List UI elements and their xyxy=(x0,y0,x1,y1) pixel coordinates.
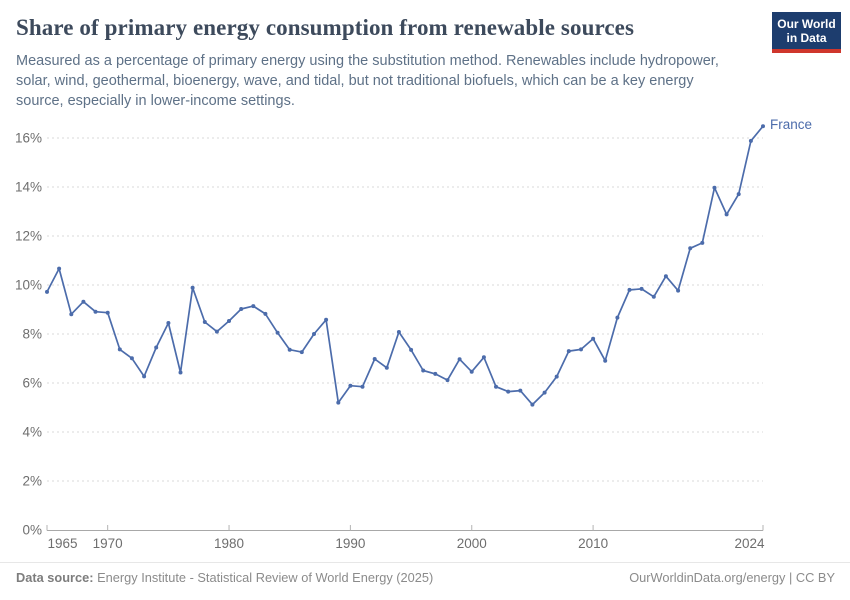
data-point[interactable] xyxy=(227,319,231,323)
data-point[interactable] xyxy=(481,355,486,360)
data-point[interactable] xyxy=(554,374,559,379)
data-point[interactable] xyxy=(761,124,765,129)
series-line[interactable] xyxy=(46,125,764,406)
data-point[interactable] xyxy=(736,192,741,197)
subtitle-line: source, especially in lower-income setti… xyxy=(16,93,295,109)
x-tick-label: 1990 xyxy=(335,536,365,551)
data-point[interactable] xyxy=(105,310,110,315)
y-tick-label: 8% xyxy=(22,327,42,342)
x-tick-label: 1965 xyxy=(48,536,78,551)
data-point[interactable] xyxy=(384,365,389,370)
data-point[interactable] xyxy=(154,345,159,350)
data-point[interactable] xyxy=(748,138,753,143)
series-end-label: France xyxy=(770,117,813,133)
data-point[interactable] xyxy=(518,388,523,393)
data-source: Data source: Energy Institute - Statisti… xyxy=(16,570,433,585)
data-point[interactable] xyxy=(117,347,122,352)
data-point[interactable] xyxy=(542,390,547,395)
data-point[interactable] xyxy=(202,320,207,324)
data-point[interactable] xyxy=(81,299,86,304)
data-point[interactable] xyxy=(506,389,511,394)
data-point[interactable] xyxy=(591,336,596,341)
data-point[interactable] xyxy=(190,285,195,290)
y-tick-label: 10% xyxy=(15,278,42,293)
data-point[interactable] xyxy=(312,332,316,336)
subtitle-line: solar, wind, geothermal, bioenergy, wave… xyxy=(16,73,694,89)
chart-subtitle: Measured as a percentage of primary ener… xyxy=(16,51,776,111)
data-point[interactable] xyxy=(214,329,219,334)
data-point[interactable] xyxy=(396,330,401,334)
data-source-label: Data source: xyxy=(16,570,94,585)
y-tick-label: 6% xyxy=(22,376,42,391)
data-point[interactable] xyxy=(166,321,171,325)
data-point[interactable] xyxy=(700,240,705,245)
page-title: Share of primary energy consumption from… xyxy=(16,15,635,40)
owid-logo-line2: in Data xyxy=(786,30,827,45)
data-point[interactable] xyxy=(348,383,353,388)
x-tick-label: 2024 xyxy=(734,536,765,551)
data-point[interactable] xyxy=(433,371,438,376)
data-point[interactable] xyxy=(287,347,292,352)
data-point[interactable] xyxy=(251,304,256,309)
data-point[interactable] xyxy=(57,266,62,271)
y-tick-label: 0% xyxy=(22,523,42,538)
y-tick-label: 12% xyxy=(15,229,42,244)
chart-footer: Data source: Energy Institute - Statisti… xyxy=(0,562,850,600)
data-point[interactable] xyxy=(239,307,244,311)
y-tick-label: 4% xyxy=(22,425,42,440)
data-point[interactable] xyxy=(688,246,693,251)
owid-logo[interactable]: Our World in Data xyxy=(772,12,841,53)
data-point[interactable] xyxy=(445,378,450,383)
data-point[interactable] xyxy=(178,370,183,375)
data-point[interactable] xyxy=(712,185,717,190)
y-tick-label: 2% xyxy=(22,474,42,489)
data-point[interactable] xyxy=(615,315,620,320)
data-point[interactable] xyxy=(627,287,632,292)
subtitle-line: Measured as a percentage of primary ener… xyxy=(16,53,719,69)
data-point[interactable] xyxy=(651,294,656,299)
y-tick-label: 16% xyxy=(15,131,42,146)
data-point[interactable] xyxy=(360,384,365,389)
data-point[interactable] xyxy=(372,357,377,361)
data-point[interactable] xyxy=(724,212,729,217)
data-point[interactable] xyxy=(69,312,74,317)
data-point[interactable] xyxy=(336,400,341,405)
x-tick-label: 2000 xyxy=(457,536,487,551)
data-point[interactable] xyxy=(457,357,462,362)
data-point[interactable] xyxy=(45,289,49,294)
data-point[interactable] xyxy=(421,368,426,373)
data-point[interactable] xyxy=(142,374,147,379)
data-point[interactable] xyxy=(129,356,134,361)
data-point[interactable] xyxy=(603,358,608,363)
x-tick-label: 1980 xyxy=(214,536,244,551)
owid-logo-line1: Our World xyxy=(777,16,836,31)
data-point[interactable] xyxy=(676,288,681,293)
data-point[interactable] xyxy=(639,286,644,291)
data-point[interactable] xyxy=(409,347,414,352)
data-point[interactable] xyxy=(530,402,535,407)
data-point[interactable] xyxy=(494,384,498,389)
data-point[interactable] xyxy=(566,349,571,354)
data-point[interactable] xyxy=(324,317,329,322)
x-tick-label: 2010 xyxy=(578,536,608,551)
data-source-text: Energy Institute - Statistical Review of… xyxy=(97,570,434,585)
data-point[interactable] xyxy=(663,274,668,279)
data-point[interactable] xyxy=(93,309,98,314)
x-tick-label: 1970 xyxy=(93,536,123,551)
y-tick-label: 14% xyxy=(15,180,42,195)
data-point[interactable] xyxy=(275,330,280,335)
footer-link[interactable]: OurWorldinData.org/energy | CC BY xyxy=(629,570,835,585)
data-point[interactable] xyxy=(579,347,583,352)
data-point[interactable] xyxy=(299,350,304,355)
data-point[interactable] xyxy=(263,311,268,316)
data-point[interactable] xyxy=(469,369,474,374)
